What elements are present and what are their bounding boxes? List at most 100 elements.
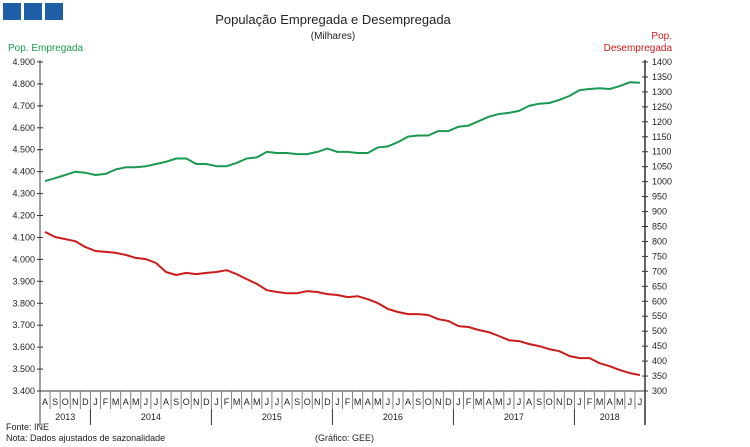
month-label: N	[193, 397, 200, 407]
month-label: D	[82, 397, 89, 407]
month-label: M	[233, 397, 241, 407]
logo-square	[45, 3, 63, 20]
right-tick-label: 750	[652, 251, 667, 261]
footer-credit: (Gráfico: GEE)	[315, 433, 374, 443]
month-label: O	[62, 397, 69, 407]
left-tick-label: 4.900	[12, 57, 35, 67]
month-label: N	[435, 397, 442, 407]
right-tick-label: 1400	[652, 57, 672, 67]
right-axis-label-line2: Desempregada	[604, 43, 673, 54]
series-line-employed	[44, 81, 641, 183]
right-tick-label: 1050	[652, 162, 672, 172]
left-axis-label: Pop. Empregada	[8, 43, 83, 54]
right-tick-label: 1200	[652, 117, 672, 127]
month-label: O	[546, 397, 553, 407]
year-label: 2013	[55, 412, 75, 422]
left-tick-label: 3.900	[12, 276, 35, 286]
month-label: S	[415, 397, 421, 407]
right-tick-label: 1350	[652, 72, 672, 82]
chart-subtitle: (Milhares)	[311, 31, 355, 42]
right-tick-label: 350	[652, 371, 667, 381]
footer-source: Fonte: INE	[6, 422, 49, 432]
logo	[3, 3, 63, 20]
month-label: A	[405, 397, 411, 407]
month-label: M	[354, 397, 362, 407]
month-label: J	[335, 397, 340, 407]
month-label: A	[607, 397, 613, 407]
year-label: 2014	[141, 412, 161, 422]
logo-square	[24, 3, 42, 20]
left-tick-label: 4.300	[12, 189, 35, 199]
month-label: J	[577, 397, 582, 407]
month-label: F	[224, 397, 230, 407]
month-label: A	[365, 397, 371, 407]
right-tick-label: 1000	[652, 177, 672, 187]
year-label: 2018	[600, 412, 620, 422]
left-tick-label: 4.000	[12, 254, 35, 264]
month-label: D	[324, 397, 331, 407]
footer-note: Nota: Dados ajustados de sazonalidade	[6, 433, 165, 443]
month-label: O	[304, 397, 311, 407]
month-label: M	[495, 397, 503, 407]
series-line-unemployed	[44, 231, 641, 377]
month-label: N	[314, 397, 321, 407]
month-label: M	[374, 397, 382, 407]
month-label: D	[566, 397, 573, 407]
left-tick-label: 4.500	[12, 145, 35, 155]
month-label: M	[253, 397, 261, 407]
month-label: S	[52, 397, 58, 407]
month-label: J	[144, 397, 149, 407]
month-label: D	[203, 397, 210, 407]
month-label: D	[445, 397, 452, 407]
month-label: A	[284, 397, 290, 407]
left-tick-label: 4.700	[12, 101, 35, 111]
month-label: J	[93, 397, 98, 407]
left-tick-label: 4.200	[12, 211, 35, 221]
month-label: A	[42, 397, 48, 407]
year-label: 2017	[504, 412, 524, 422]
month-label: F	[345, 397, 351, 407]
left-tick-label: 4.100	[12, 232, 35, 242]
month-label: A	[486, 397, 492, 407]
month-label: S	[294, 397, 300, 407]
right-tick-label: 1150	[652, 132, 671, 142]
month-label: F	[466, 397, 472, 407]
month-label: A	[123, 397, 129, 407]
right-tick-label: 700	[652, 266, 667, 276]
month-label: J	[628, 397, 633, 407]
right-tick-label: 950	[652, 192, 667, 202]
month-label: M	[132, 397, 140, 407]
month-label: J	[507, 397, 512, 407]
month-label: N	[72, 397, 79, 407]
month-label: M	[596, 397, 604, 407]
month-label: J	[386, 397, 391, 407]
right-tick-label: 650	[652, 281, 667, 291]
right-tick-label: 1100	[652, 147, 671, 157]
month-label: J	[456, 397, 461, 407]
month-label: O	[183, 397, 190, 407]
month-label: J	[265, 397, 270, 407]
month-label: J	[214, 397, 219, 407]
right-tick-label: 450	[652, 341, 667, 351]
right-tick-label: 500	[652, 326, 667, 336]
month-label: S	[536, 397, 542, 407]
month-label: J	[638, 397, 643, 407]
month-label: A	[526, 397, 532, 407]
right-tick-label: 600	[652, 296, 667, 306]
month-label: J	[517, 397, 522, 407]
month-label: A	[244, 397, 250, 407]
left-tick-label: 3.500	[12, 364, 35, 374]
month-label: M	[112, 397, 120, 407]
month-label: F	[103, 397, 109, 407]
left-tick-label: 3.700	[12, 320, 35, 330]
right-tick-label: 550	[652, 311, 667, 321]
logo-square	[3, 3, 21, 20]
month-label: J	[275, 397, 280, 407]
right-tick-label: 400	[652, 356, 667, 366]
right-tick-label: 900	[652, 207, 667, 217]
left-tick-label: 4.600	[12, 123, 35, 133]
month-label: S	[173, 397, 179, 407]
left-tick-label: 4.400	[12, 167, 35, 177]
